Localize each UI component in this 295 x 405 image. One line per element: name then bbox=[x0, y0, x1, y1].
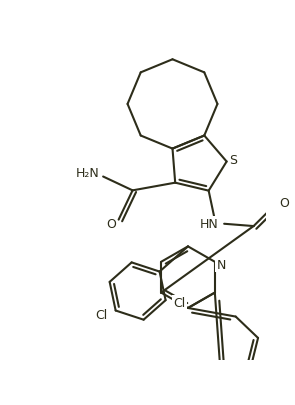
Text: Cl: Cl bbox=[96, 308, 108, 321]
Text: H₂N: H₂N bbox=[76, 167, 99, 180]
Text: Cl: Cl bbox=[173, 296, 186, 309]
Text: O: O bbox=[106, 217, 116, 230]
Text: HN: HN bbox=[199, 218, 218, 231]
Text: O: O bbox=[280, 196, 289, 209]
Text: S: S bbox=[230, 153, 237, 166]
Text: N: N bbox=[216, 258, 226, 271]
